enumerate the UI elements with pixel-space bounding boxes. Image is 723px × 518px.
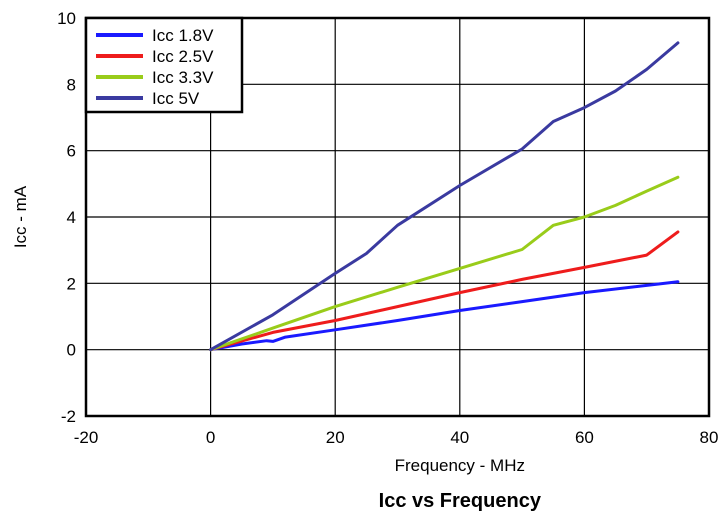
y-tick-label: 4 <box>67 208 76 227</box>
legend-label: Icc 5V <box>152 89 200 108</box>
x-tick-label: 80 <box>700 428 719 447</box>
y-tick-label: 0 <box>67 341 76 360</box>
x-tick-label: -20 <box>74 428 99 447</box>
y-tick-label: 6 <box>67 142 76 161</box>
legend: Icc 1.8V Icc 2.5V Icc 3.3V Icc 5V <box>84 16 244 114</box>
legend-label: Icc 2.5V <box>152 47 214 66</box>
legend-label: Icc 3.3V <box>152 68 214 87</box>
x-tick-label: 0 <box>206 428 215 447</box>
series-line-2 <box>209 230 680 352</box>
y-tick-label: -2 <box>61 407 76 426</box>
y-tick-labels: -2 0 2 4 6 8 10 <box>57 9 76 426</box>
series-line-1 <box>209 280 680 352</box>
chart-title: Icc vs Frequency <box>379 490 542 512</box>
series-line-4 <box>209 41 680 352</box>
x-tick-label: 40 <box>450 428 469 447</box>
plot-frame <box>84 16 711 418</box>
legend-label: Icc 1.8V <box>152 26 214 45</box>
x-axis-label: Frequency - MHz <box>395 456 525 475</box>
x-tick-label: 60 <box>575 428 594 447</box>
y-axis-label: Icc - mA <box>11 185 30 248</box>
x-tick-labels: -20 0 20 40 60 80 <box>74 428 719 447</box>
series-lines <box>209 41 680 352</box>
y-tick-label: 8 <box>67 75 76 94</box>
series-line-3 <box>209 175 680 352</box>
y-tick-label: 2 <box>67 274 76 293</box>
x-tick-label: 20 <box>326 428 345 447</box>
y-tick-label: 10 <box>57 9 76 28</box>
